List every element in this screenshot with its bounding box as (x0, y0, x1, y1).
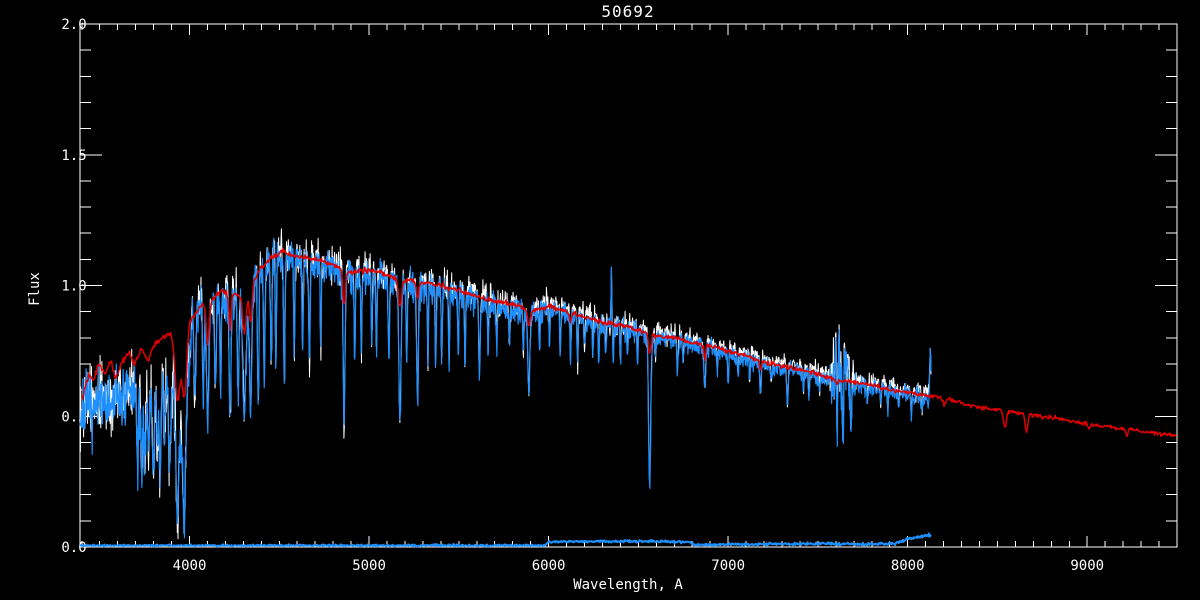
y-axis-label: Flux (27, 272, 43, 306)
y-tick-label-2.0: 2.0 (61, 17, 86, 33)
x-tick-label-6000: 6000 (532, 558, 566, 574)
chart-title: 50692 (601, 2, 654, 21)
y-tick-label-1.5: 1.5 (61, 148, 86, 164)
series-noise-floor-blue (79, 532, 932, 548)
y-tick-label-0.0: 0.0 (61, 540, 86, 556)
y-tick-label-1.0: 1.0 (61, 279, 86, 295)
x-tick-label-7000: 7000 (711, 558, 745, 574)
x-axis-label: Wavelength, A (573, 577, 683, 593)
x-tick-label-9000: 9000 (1070, 558, 1104, 574)
x-tick-label-8000: 8000 (891, 558, 925, 574)
x-tick-label-5000: 5000 (352, 558, 386, 574)
axis-box-and-ticks (79, 23, 1178, 548)
series-observed-spectrum-blue (79, 237, 932, 539)
x-tick-label-4000: 4000 (173, 558, 207, 574)
series-model-fit-red (81, 247, 1177, 438)
